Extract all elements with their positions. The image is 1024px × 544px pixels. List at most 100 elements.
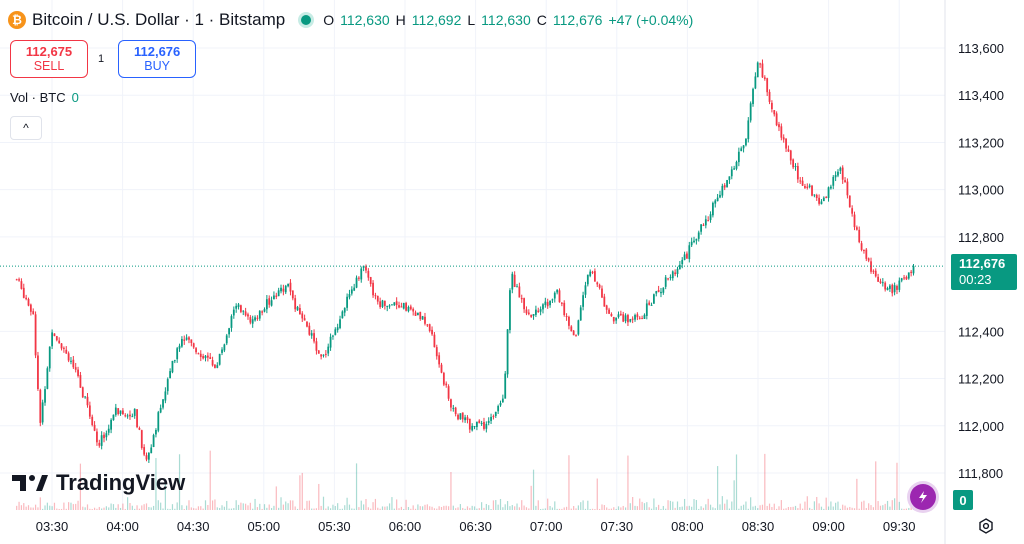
price-tick-label: 112,200 — [958, 372, 1004, 387]
candle-body — [256, 317, 259, 319]
open-key: O — [323, 12, 335, 28]
volume-bar — [332, 504, 334, 510]
candle-body — [608, 309, 610, 314]
candle-body — [84, 396, 87, 398]
volume-bar — [301, 472, 303, 510]
volume-bar — [280, 497, 282, 510]
volume-bar — [648, 507, 650, 510]
candle-body — [591, 271, 594, 273]
candle-body — [216, 365, 219, 368]
volume-bar — [188, 500, 190, 510]
price-tick-label: 113,400 — [958, 88, 1004, 103]
tradingview-logo[interactable]: TradingView — [12, 470, 185, 496]
volume-bar — [676, 501, 679, 510]
volume-bar — [608, 508, 610, 510]
candle-body — [627, 315, 629, 323]
volume-bar — [273, 505, 275, 510]
volume-bar — [134, 508, 136, 510]
volume-bar — [683, 498, 686, 510]
candle-body — [296, 306, 299, 311]
candle-body — [129, 414, 131, 417]
buy-button[interactable]: 112,676 BUY — [118, 40, 197, 78]
candle-body — [77, 369, 79, 376]
volume-bar — [261, 508, 263, 510]
candle-body — [336, 327, 339, 331]
volume-bar — [499, 498, 502, 510]
volume-bar — [547, 498, 549, 510]
volume-bar — [804, 501, 806, 510]
candle-body — [874, 270, 877, 277]
volume-bar — [82, 506, 84, 510]
volume-bar — [174, 508, 176, 510]
volume-bar — [431, 506, 433, 510]
market-open-indicator-icon — [301, 15, 312, 25]
price-tick-label: 112,000 — [958, 419, 1004, 434]
candle-body — [169, 371, 171, 379]
volume-bar — [622, 505, 624, 510]
candle-body — [188, 337, 190, 340]
open-value: 112,630 — [340, 12, 390, 28]
collapse-legend-button[interactable]: ^ — [10, 116, 42, 140]
volume-bar — [702, 507, 705, 510]
volume-bar — [275, 486, 277, 510]
candle-body — [740, 148, 743, 152]
volume-bar — [169, 508, 171, 510]
symbol-title[interactable]: Bitcoin / U.S. Dollar · 1 · Bitstamp — [32, 10, 286, 29]
candle-body — [353, 287, 356, 291]
candle-body — [152, 435, 155, 447]
volume-bar — [77, 500, 79, 510]
volume-bar — [825, 497, 827, 510]
sell-label: SELL — [33, 59, 65, 73]
candle-body — [197, 353, 200, 355]
candle-body — [499, 402, 502, 406]
candle-body — [25, 297, 28, 300]
ai-assistant-button[interactable] — [910, 484, 936, 510]
volume-bar — [516, 503, 518, 510]
candle-body — [912, 266, 915, 274]
volume-bar — [367, 507, 369, 510]
candle-body — [202, 356, 205, 359]
chart-settings-button[interactable] — [976, 516, 996, 536]
volume-bar — [403, 508, 405, 510]
volume-bar — [783, 508, 785, 510]
candle-body — [586, 274, 589, 285]
candle-body — [719, 194, 721, 198]
volume-bars — [16, 450, 915, 510]
candle-body — [341, 311, 344, 319]
candle-body — [641, 318, 643, 320]
volume-bar — [860, 501, 863, 510]
volume-bar — [898, 501, 900, 510]
candle-body — [369, 277, 372, 284]
volume-bar — [693, 499, 695, 510]
volume-bar — [344, 505, 346, 510]
volume-bar — [660, 508, 662, 510]
volume-bar — [75, 503, 77, 510]
volume-bar — [773, 503, 775, 510]
candle-body — [749, 103, 752, 121]
volume-bar — [167, 508, 169, 510]
volume-bar — [530, 485, 532, 510]
volume-bar — [792, 506, 794, 510]
sell-button[interactable]: 112,675 SELL — [10, 40, 88, 78]
volume-legend[interactable]: Vol · BTC 0 — [10, 90, 79, 105]
candle-body — [110, 419, 112, 430]
volume-bar — [16, 505, 18, 510]
volume-bar — [554, 501, 556, 510]
candle-body — [450, 399, 452, 408]
candle-body — [886, 288, 889, 291]
candle-body — [301, 313, 304, 319]
candle-body — [164, 391, 167, 401]
candle-body — [806, 186, 809, 189]
candle-body — [782, 137, 785, 140]
candle-body — [155, 429, 157, 435]
volume-bar — [830, 501, 832, 510]
candle-body — [855, 227, 858, 230]
candle-body — [81, 387, 84, 398]
volume-bar — [563, 507, 565, 510]
candle-body — [841, 167, 844, 180]
candle-body — [844, 180, 846, 182]
candle-body — [247, 314, 249, 317]
volume-bar — [820, 506, 823, 510]
